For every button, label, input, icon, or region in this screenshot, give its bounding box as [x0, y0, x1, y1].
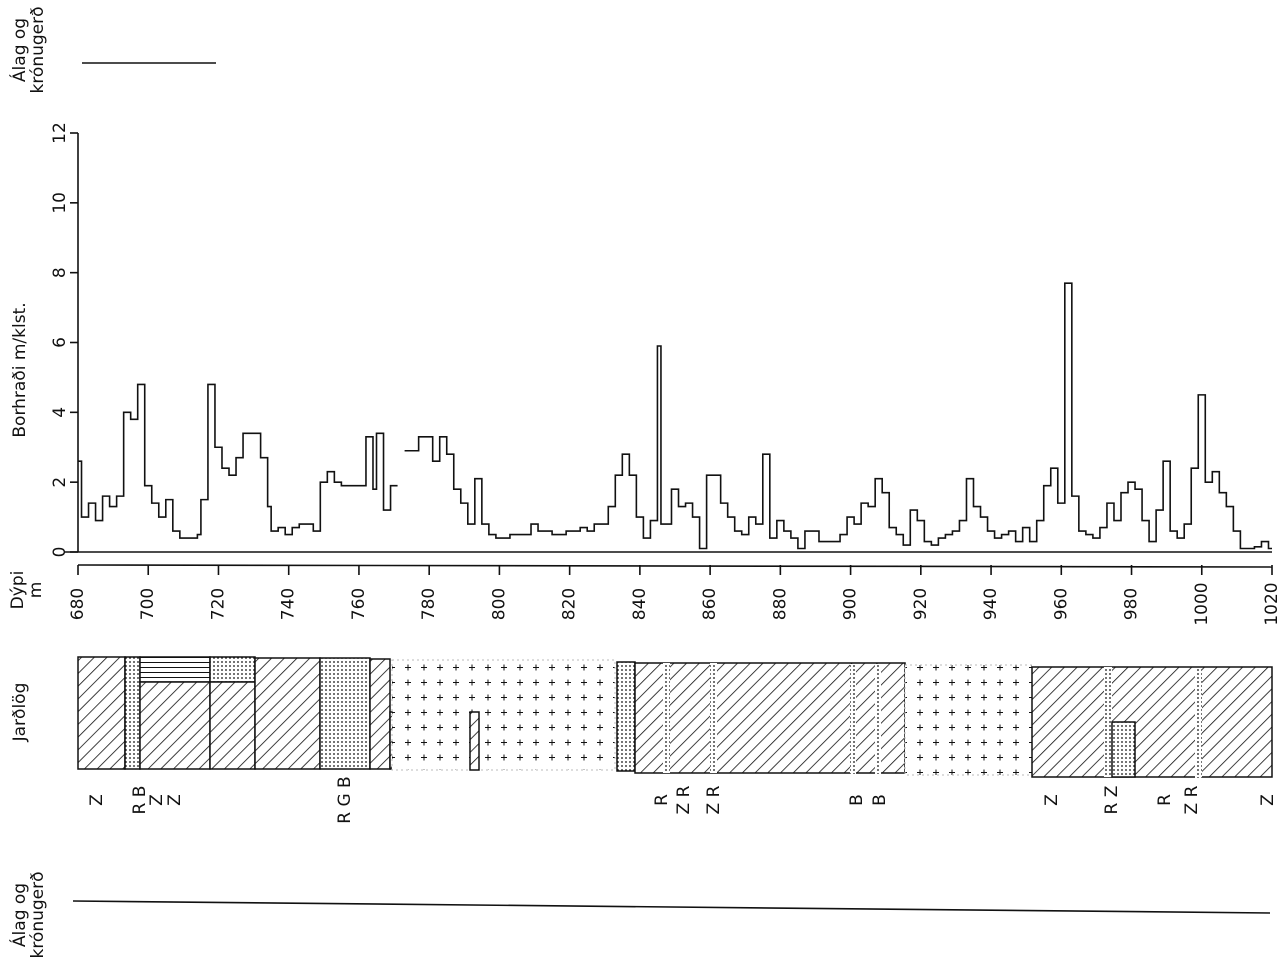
x-tick-label: 860 — [700, 588, 720, 620]
strata-label: Jarðlög — [10, 683, 30, 743]
x-tick-label: 760 — [349, 588, 369, 620]
stratum — [77, 656, 126, 770]
rate-line — [404, 282, 1272, 550]
stratum — [1031, 666, 1273, 778]
x-tick-label: 920 — [911, 588, 931, 620]
stratum — [469, 711, 480, 771]
stratum — [369, 658, 391, 770]
y-tick-label: 6 — [50, 337, 70, 348]
lithology-column — [77, 656, 1273, 778]
x-tick-label: 720 — [208, 588, 228, 620]
y-tick-label: 12 — [50, 122, 70, 144]
y-tick-label: 0 — [50, 547, 70, 558]
lithology-code: Z R — [704, 785, 724, 814]
x-axis — [77, 564, 1273, 568]
stratum — [209, 681, 256, 770]
x-axis-label: Dýpi — [8, 571, 28, 610]
stratum — [710, 663, 717, 773]
load-label: Álag og — [8, 883, 30, 947]
stratum — [850, 664, 856, 774]
x-tick-label: 780 — [419, 588, 439, 620]
lithology-code: Z — [1258, 794, 1278, 806]
lithology-code: Z R — [674, 785, 694, 814]
x-tick-label: 680 — [68, 588, 88, 620]
load-label: krónugerð — [28, 6, 48, 93]
rate-line — [78, 383, 398, 539]
stratum — [124, 656, 141, 770]
stratum — [391, 659, 616, 771]
stratum — [904, 664, 1033, 776]
lithology-code: Z — [87, 794, 107, 806]
x-tick-label: 840 — [630, 588, 650, 620]
y-tick-label: 8 — [50, 267, 70, 278]
lithology-code: B — [847, 794, 867, 806]
load-label: krónugerð — [28, 871, 48, 957]
stratum — [254, 657, 321, 770]
y-axis-label: Borhraði m/klst. — [10, 302, 30, 437]
x-tick-label: 1020 — [1262, 582, 1282, 625]
stratum — [1111, 721, 1136, 778]
stratum — [1195, 668, 1202, 778]
lithology-code: Z R — [1182, 785, 1202, 814]
x-tick-label: 820 — [560, 588, 580, 620]
lithology-code: Z — [165, 794, 185, 806]
x-tick-label: 940 — [981, 588, 1001, 620]
stratum — [139, 681, 211, 770]
stratum — [616, 661, 636, 772]
lithology-code: R G B — [335, 776, 355, 823]
stratum — [875, 664, 881, 774]
lithology-code: R — [652, 794, 672, 806]
x-tick-label: 960 — [1051, 588, 1071, 620]
lithology-code: R B — [130, 786, 150, 815]
load-label: Álag og — [8, 18, 30, 82]
lithology-code: R Z — [1102, 786, 1122, 815]
x-tick-label: 900 — [841, 588, 861, 620]
x-axis-label: m — [26, 582, 46, 599]
x-tick-label: 980 — [1122, 588, 1142, 620]
x-tick-label: 700 — [138, 588, 158, 620]
stratum — [139, 656, 211, 683]
y-tick-label: 4 — [50, 407, 70, 418]
lithology-code: B — [870, 794, 890, 806]
load-line — [72, 900, 1271, 914]
stratum — [319, 657, 371, 770]
lithology-code: Z — [147, 794, 167, 806]
stratum — [634, 662, 906, 774]
y-tick-label: 10 — [50, 192, 70, 214]
lithology-code: Z — [1042, 794, 1062, 806]
x-tick-label: 880 — [770, 588, 790, 620]
lithology-code: R — [1155, 794, 1175, 806]
x-tick-label: 1000 — [1192, 582, 1212, 625]
stratum — [1104, 667, 1112, 777]
stratum — [209, 656, 256, 683]
y-tick-label: 2 — [50, 477, 70, 488]
stratum — [663, 663, 670, 773]
x-tick-label: 800 — [489, 588, 509, 620]
x-tick-label: 740 — [279, 588, 299, 620]
